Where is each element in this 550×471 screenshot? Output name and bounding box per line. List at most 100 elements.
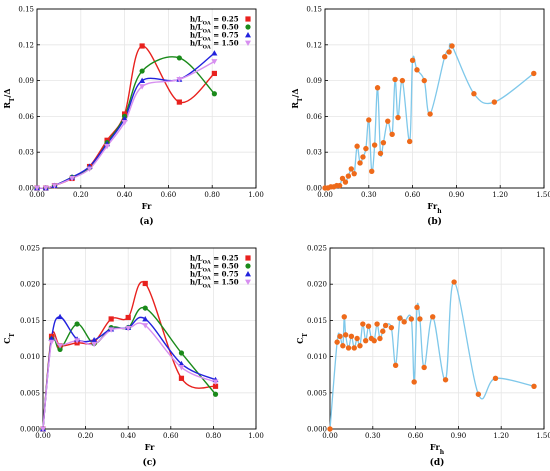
data-point <box>176 77 183 83</box>
data-point <box>342 179 349 185</box>
data-point <box>139 77 146 83</box>
y-axis-label: RT/Δ <box>290 88 304 108</box>
data-point <box>471 91 477 97</box>
data-point <box>211 70 217 77</box>
y-tick-label: 0.09 <box>306 77 322 85</box>
x-tick-label: 0.40 <box>120 432 136 440</box>
x-tick-label: 0.20 <box>73 191 89 199</box>
data-point <box>104 143 111 150</box>
data-point <box>371 142 378 148</box>
chart-panel-c: 0.00 0.20 0.40 0.60 0.80 1.00 0.000 0.005 0.010 0… <box>2 245 264 469</box>
data-point <box>57 313 64 320</box>
data-point <box>374 321 380 327</box>
y-tick-label: 0.000 <box>307 426 327 434</box>
data-point <box>178 350 185 356</box>
data-point <box>411 379 417 385</box>
data-point <box>380 328 386 334</box>
data-point <box>125 314 131 321</box>
y-tick-label: 0.025 <box>307 245 327 253</box>
data-point <box>212 391 219 397</box>
data-point <box>531 383 537 389</box>
x-tick-label: 1.00 <box>248 191 264 199</box>
x-tick-label: 0.00 <box>35 432 51 440</box>
data-point <box>475 391 482 397</box>
data-point <box>212 383 219 389</box>
data-point <box>388 324 395 331</box>
x-tick-label: 0.40 <box>117 191 133 199</box>
y-tick-label: 0.010 <box>20 353 40 361</box>
x-tick-label: 1.20 <box>493 432 509 440</box>
data-point <box>345 173 352 179</box>
data-point <box>121 119 128 126</box>
x-tick-label: 0.30 <box>365 432 381 440</box>
data-point <box>385 118 391 124</box>
x-tick-label: 0.00 <box>29 191 45 199</box>
data-point <box>212 379 219 385</box>
data-point <box>91 341 98 348</box>
data-point <box>414 304 420 311</box>
series-line <box>42 281 216 430</box>
data-point <box>125 325 132 332</box>
data-point <box>341 314 347 320</box>
x-axis-label: Frh <box>427 201 442 215</box>
data-point <box>176 99 182 105</box>
legend-label: h/LOA = 0.50 <box>190 262 239 274</box>
x-tick-label: 0.60 <box>161 191 177 199</box>
data-point <box>176 55 182 61</box>
legend-label: h/LOA = 1.50 <box>190 278 239 290</box>
data-point <box>357 160 363 166</box>
series-line <box>36 60 215 189</box>
data-point <box>366 117 372 123</box>
data-point <box>442 54 448 60</box>
data-point <box>178 360 185 367</box>
data-point <box>430 314 436 320</box>
data-point <box>365 323 372 329</box>
x-axis-label: Fr <box>145 442 156 452</box>
data-point <box>351 170 357 177</box>
y-tick-label: 0.005 <box>307 389 327 397</box>
data-point <box>397 315 403 321</box>
legend-label: h/LOA = 0.50 <box>190 23 239 35</box>
data-point <box>340 343 346 349</box>
data-point <box>421 364 427 371</box>
legend-marker <box>245 32 251 38</box>
data-point <box>351 345 357 351</box>
series-line <box>42 322 216 430</box>
data-point <box>121 115 128 122</box>
panel-label: (a) <box>139 216 153 227</box>
legend-marker <box>245 271 251 277</box>
data-point <box>108 316 114 322</box>
y-tick-label: 0.020 <box>307 281 327 289</box>
chart-panel-b: 0.00 0.30 0.60 0.90 1.20 1.50 0.00 0.03 0.06 0.09… <box>290 6 550 228</box>
data-point <box>371 337 377 344</box>
data-point <box>139 84 146 90</box>
y-tick-label: 0.06 <box>306 113 322 121</box>
data-point <box>395 114 401 121</box>
y-axis-label: CT <box>295 333 309 344</box>
legend: h/LOA = 0.25h/LOA = 0.50h/LOA = 0.75h/LO… <box>190 15 251 51</box>
y-tick-label: 0.06 <box>18 113 34 121</box>
panel-label: (c) <box>143 457 157 468</box>
data-point <box>380 139 387 146</box>
data-point <box>48 339 55 346</box>
plot-frame <box>324 8 545 189</box>
legend-label: h/LOA = 0.25 <box>190 15 239 27</box>
legend-marker <box>245 40 251 46</box>
chart-panel-a: 0.00 0.20 0.40 0.60 0.80 1.00 0.00 0.03 0.06 0.09… <box>2 6 264 228</box>
data-point <box>142 323 149 329</box>
data-point <box>211 91 217 97</box>
data-point <box>360 321 366 327</box>
y-tick-label: 0.12 <box>18 41 34 49</box>
chart-panel-d: 0.00 0.30 0.60 0.90 1.20 1.50 0.000 0.005 0.010 0… <box>295 245 550 469</box>
panel-label: (d) <box>430 457 445 468</box>
data-point <box>442 377 449 383</box>
data-point <box>139 43 145 49</box>
y-tick-label: 0.015 <box>20 317 40 325</box>
data-point <box>531 70 537 77</box>
legend-label: h/LOA = 0.75 <box>190 270 239 282</box>
y-tick-label: 0.15 <box>306 6 322 14</box>
data-point <box>417 316 423 322</box>
data-point <box>42 185 49 191</box>
data-point <box>91 336 98 343</box>
